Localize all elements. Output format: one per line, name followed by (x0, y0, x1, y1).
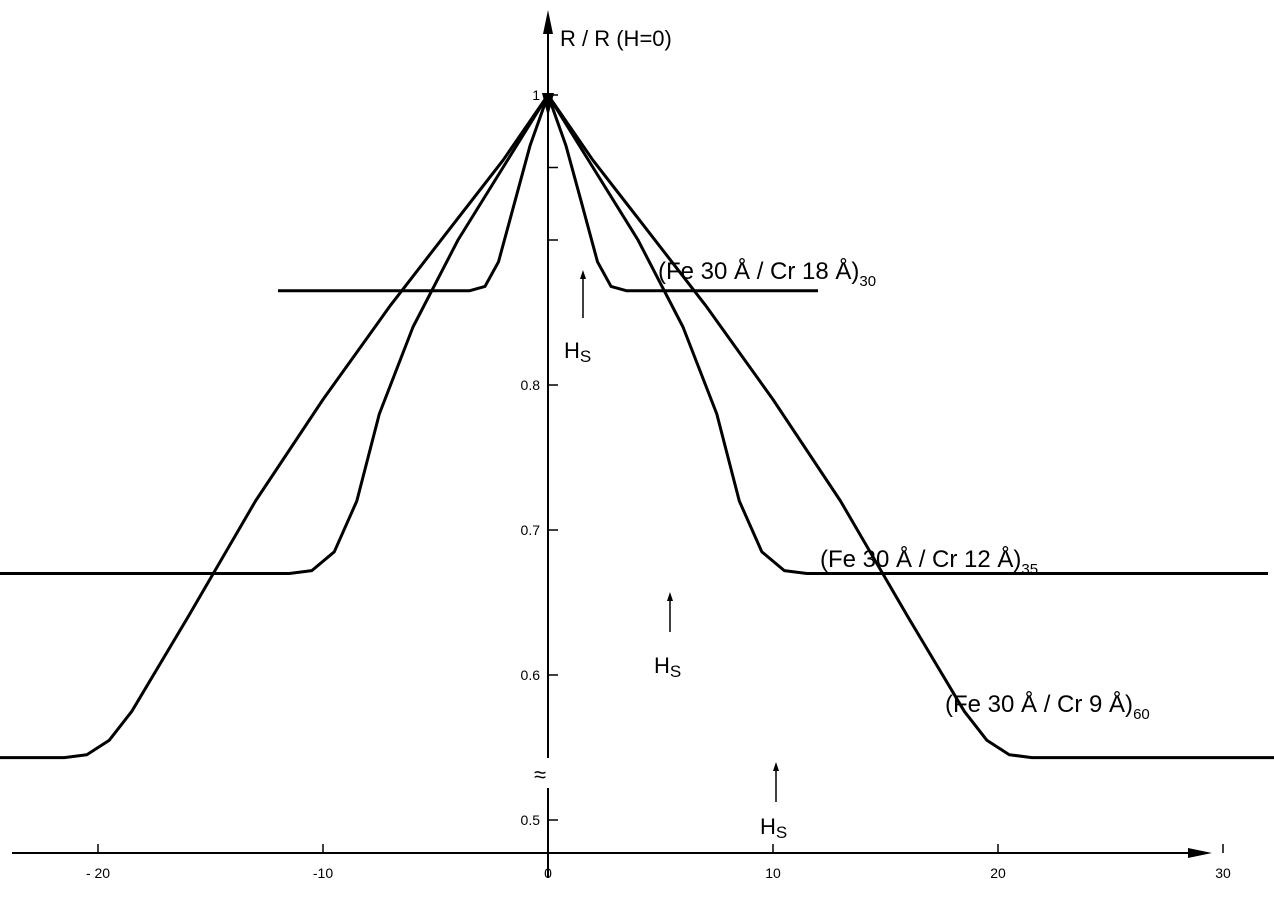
x-tick-label: - 20 (86, 865, 110, 881)
y-tick-label: 0.8 (521, 377, 541, 393)
x-tick-label: 10 (765, 865, 781, 881)
x-tick-label: 30 (1215, 865, 1231, 881)
hs-arrowhead (580, 270, 586, 279)
y-axis-arrow (543, 10, 553, 34)
hs-arrowhead (667, 592, 673, 601)
y-tick-label: 0.6 (521, 667, 541, 683)
hs-label: HS (760, 814, 787, 842)
hs-arrowhead (773, 762, 779, 771)
y-tick-label: 1 (532, 87, 540, 103)
series-label: (Fe 30 Å / Cr 18 Å)30 (658, 257, 876, 290)
axes: ≈R / R (H=0)- 40- 30- 20-1001020304010.8… (12, 10, 1231, 881)
series-labels: (Fe 30 Å / Cr 18 Å)30 HS (Fe 30 Å / Cr 12 … (564, 257, 1150, 842)
x-axis-arrow (1188, 848, 1212, 858)
y-tick-label: 0.5 (521, 812, 541, 828)
hs-label: HS (654, 653, 681, 681)
x-tick-label: 0 (544, 865, 552, 881)
y-tick-label: 0.7 (521, 522, 541, 538)
hs-label: HS (564, 338, 591, 366)
series-label: (Fe 30 Å / Cr 12 Å)35 (820, 545, 1038, 578)
x-tick-label: 20 (990, 865, 1006, 881)
axis-break-mark: ≈ (534, 762, 546, 787)
series-label: (Fe 30 Å / Cr 9 Å)60 (945, 690, 1150, 723)
series-curves (0, 93, 1274, 760)
series-line (0, 93, 1274, 760)
series-line (0, 93, 1268, 575)
y-axis-title: R / R (H=0) (560, 26, 672, 51)
x-tick-label: -10 (313, 865, 333, 881)
